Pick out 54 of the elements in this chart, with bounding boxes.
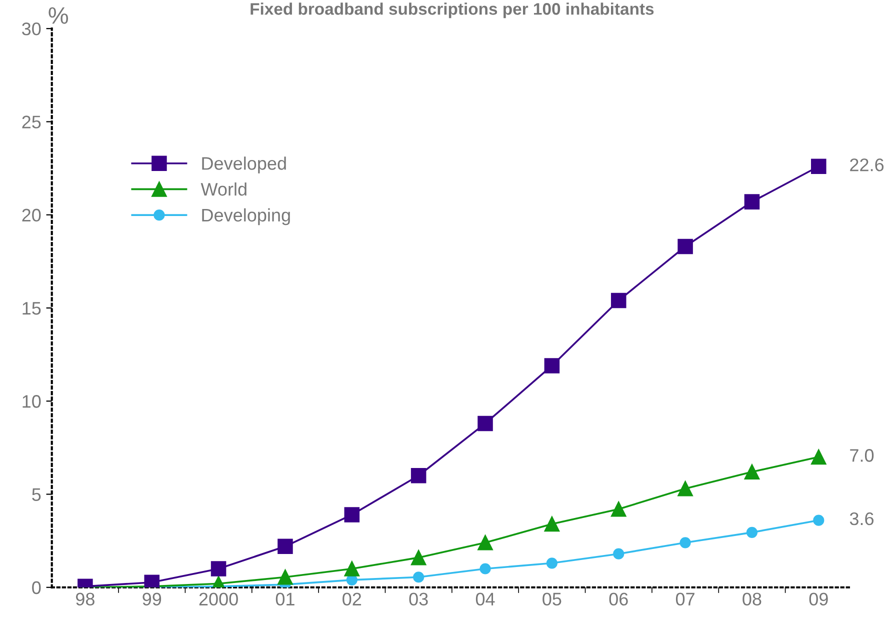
x-tick-label: 03 [409, 592, 428, 606]
x-tick-label: 04 [476, 592, 495, 606]
point [478, 535, 493, 550]
point [744, 464, 760, 480]
point [278, 569, 293, 585]
legend-label: World [200, 182, 246, 196]
point [744, 194, 760, 210]
point [610, 292, 626, 308]
x-tick-label: 01 [276, 592, 294, 606]
data-label: 3.6 [850, 512, 874, 526]
point [680, 537, 691, 548]
point [344, 507, 360, 522]
x-tick-label: 06 [609, 592, 628, 606]
chart-title: Fixed broadband subscriptions per 100 inhabitants [250, 2, 654, 18]
point [678, 481, 693, 496]
point [678, 238, 693, 254]
y-tick-label: 0 [32, 581, 41, 594]
point [610, 502, 626, 517]
x-tick-label: 09 [809, 592, 828, 606]
point [480, 563, 491, 574]
legend-label: Developing [202, 208, 290, 226]
point [813, 514, 824, 526]
y-tick-label: 20 [22, 208, 41, 222]
point [544, 516, 560, 532]
x-tick-label: 2000 [199, 592, 238, 606]
point [410, 550, 426, 566]
y-tick-label: 5 [32, 488, 41, 501]
point [410, 468, 426, 484]
point [613, 548, 624, 560]
y-tick-label: 25 [22, 116, 41, 128]
point [478, 416, 493, 432]
point [544, 358, 560, 374]
point [210, 561, 226, 576]
point [811, 158, 826, 174]
data-label: 22.6 [850, 158, 884, 172]
y-axis-title: % [48, 7, 68, 24]
x-tick-label: 98 [76, 592, 94, 606]
y-tick-label: 10 [22, 395, 41, 408]
point [278, 538, 293, 554]
y-tick-label: 30 [22, 22, 41, 36]
legend-label: Developed [202, 156, 286, 174]
point [811, 449, 826, 465]
point [546, 558, 558, 569]
x-tick-label: 08 [742, 592, 762, 606]
x-tick-label: 07 [676, 592, 694, 606]
x-tick-label: 02 [342, 592, 362, 606]
point [746, 526, 758, 538]
x-tick-label: 99 [142, 592, 162, 606]
y-tick-label: 15 [22, 302, 41, 315]
x-tick-label: 05 [542, 592, 562, 606]
point [413, 572, 424, 583]
point [144, 574, 160, 588]
data-label: 7.0 [850, 449, 874, 462]
point [344, 561, 360, 576]
